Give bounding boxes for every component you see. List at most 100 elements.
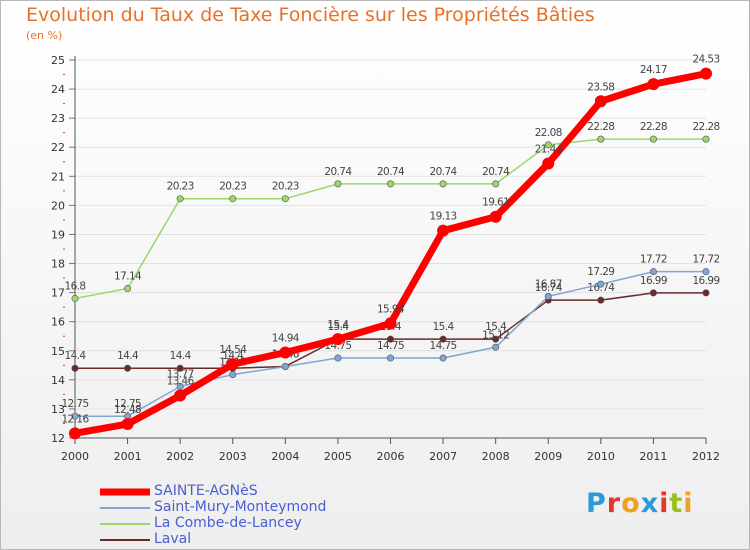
data-label: 15.4 [327, 321, 349, 333]
data-label: 14.4 [117, 350, 139, 362]
data-label: 20.23 [219, 181, 246, 193]
y-tick-label: 23 [51, 112, 65, 125]
data-label: 20.74 [482, 166, 510, 178]
data-point [437, 224, 450, 237]
y-tick-label: 20 [51, 199, 65, 212]
x-tick-label: 2010 [587, 450, 615, 463]
data-point [386, 180, 394, 188]
legend-item: Laval [154, 531, 192, 547]
data-label: 23.58 [587, 81, 614, 93]
logo-letter: i [659, 488, 670, 519]
data-label: 20.23 [272, 181, 299, 193]
data-point [542, 157, 555, 170]
x-tick-label: 2008 [482, 450, 510, 463]
data-point [69, 427, 81, 440]
data-point [121, 418, 134, 431]
data-label: 22.28 [640, 121, 667, 133]
data-label: 19.13 [430, 211, 457, 223]
data-point [71, 364, 79, 372]
logo-letter: x [640, 488, 660, 519]
data-point [544, 141, 552, 149]
data-label: 15.94 [377, 303, 405, 315]
y-tick-label: 16 [51, 316, 65, 329]
chart-title: Evolution du Taux de Taxe Foncière sur l… [26, 4, 595, 26]
data-point [439, 335, 447, 343]
data-point [544, 292, 552, 300]
data-point [702, 135, 710, 143]
x-tick-label: 2007 [429, 450, 457, 463]
data-point [334, 354, 342, 362]
data-label: 17.72 [640, 254, 667, 266]
data-label: 22.28 [587, 121, 614, 133]
data-label: 17.14 [114, 271, 142, 283]
data-point [124, 285, 132, 293]
data-label: 12.48 [114, 404, 141, 416]
x-tick-label: 2005 [324, 450, 352, 463]
data-label: 15.4 [433, 321, 455, 333]
x-tick-label: 2001 [114, 450, 142, 463]
data-label: 21.44 [535, 144, 563, 156]
data-point [649, 268, 657, 276]
y-tick-label: 24 [51, 83, 65, 96]
data-point [702, 268, 710, 276]
data-point [281, 362, 289, 370]
x-tick-label: 2006 [377, 450, 405, 463]
data-label: 14.75 [377, 340, 404, 352]
data-point [702, 289, 710, 297]
data-point [334, 180, 342, 188]
data-label: 17.72 [692, 254, 719, 266]
x-tick-label: 2000 [61, 450, 89, 463]
data-point [700, 67, 712, 80]
data-point [597, 280, 605, 288]
data-point [176, 195, 184, 203]
data-label: 20.23 [167, 181, 194, 193]
x-tick-label: 2011 [639, 450, 667, 463]
data-label: 13.46 [167, 376, 195, 388]
y-tick-label: 14 [51, 374, 65, 387]
data-point [229, 371, 237, 379]
legend-item: SAINTE-AGNèS [154, 483, 258, 499]
data-label: 19.61 [482, 197, 509, 209]
data-point [331, 333, 344, 346]
y-tick-label: 15 [51, 345, 65, 358]
data-label: 12.16 [61, 413, 89, 425]
data-point [439, 354, 447, 362]
y-tick-label: 17 [51, 287, 65, 300]
data-label: 15.12 [482, 329, 509, 341]
y-tick-label: 25 [51, 54, 65, 67]
data-point [597, 296, 605, 304]
data-label: 20.74 [324, 166, 352, 178]
data-point [492, 343, 500, 351]
data-label: 14.75 [430, 340, 457, 352]
data-label: 15.4 [327, 319, 349, 331]
data-label: 15.4 [485, 321, 507, 333]
data-label: 20.74 [430, 166, 458, 178]
x-tick-label: 2009 [534, 450, 562, 463]
data-point [492, 335, 500, 343]
data-point [71, 294, 79, 302]
x-tick-label: 2002 [166, 450, 194, 463]
data-point [384, 317, 397, 330]
data-label: 16.99 [640, 275, 667, 287]
data-point [386, 354, 394, 362]
data-point [439, 180, 447, 188]
data-label: 12.75 [114, 398, 141, 410]
data-point [649, 135, 657, 143]
proxiti-logo: Proxiti [586, 488, 694, 519]
data-label: 16.74 [535, 282, 563, 294]
data-point [124, 364, 132, 372]
data-label: 12.75 [61, 398, 88, 410]
y-tick-label: 19 [51, 228, 65, 241]
chart-unit: (en %) [26, 29, 63, 42]
data-point [229, 195, 237, 203]
data-label: 16.99 [692, 275, 719, 287]
x-tick-label: 2012 [692, 450, 720, 463]
logo-letter: t [669, 488, 684, 519]
y-tick-label: 21 [51, 170, 65, 183]
data-label: 16.87 [535, 278, 562, 290]
data-point [492, 180, 500, 188]
data-point [226, 358, 239, 371]
logo-letter: P [586, 488, 607, 519]
data-point [281, 195, 289, 203]
